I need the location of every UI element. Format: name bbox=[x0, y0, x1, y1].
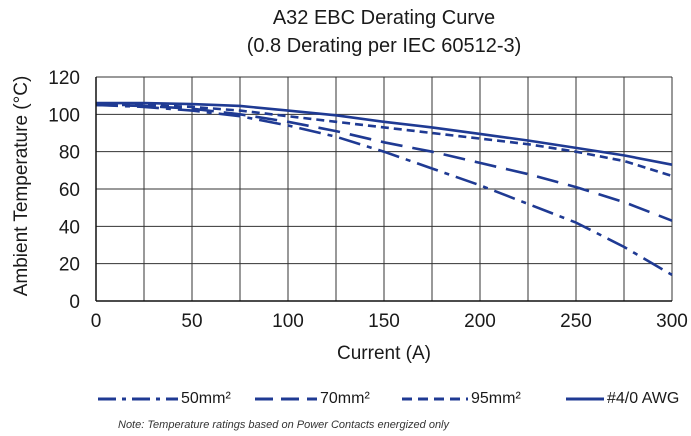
legend-label: 70mm² bbox=[320, 390, 370, 407]
y-tick-label: 60 bbox=[59, 180, 80, 201]
x-tick-label: 250 bbox=[560, 311, 592, 332]
x-tick-label: 50 bbox=[181, 311, 202, 332]
plot-frame bbox=[95, 77, 672, 302]
legend-item-4-0-awg: #4/0 AWG bbox=[566, 386, 679, 412]
y-tick-label: 120 bbox=[48, 68, 80, 89]
legend-swatch-short-dash bbox=[402, 397, 468, 401]
chart-title: A32 EBC Derating Curve bbox=[272, 7, 496, 29]
x-axis-label: Current (A) bbox=[337, 343, 431, 364]
y-tick-label: 80 bbox=[59, 143, 80, 164]
x-tick-label: 0 bbox=[91, 311, 102, 332]
x-tick-label: 300 bbox=[656, 311, 688, 332]
series-line-3 bbox=[96, 101, 673, 166]
tick-labels: 0 50 100 150 200 250 300 0 20 40 60 80 100 120 bbox=[48, 68, 688, 332]
legend-item-50mm: 50mm² bbox=[98, 386, 231, 412]
legend-label: 95mm² bbox=[471, 390, 521, 407]
chart-subtitle: (0.8 Derating per IEC 60512-3) bbox=[246, 35, 522, 57]
legend-swatch-long-dash bbox=[255, 397, 317, 401]
legend-swatch-solid bbox=[566, 397, 604, 401]
x-tick-label: 100 bbox=[272, 311, 304, 332]
legend-item-95mm: 95mm² bbox=[402, 386, 521, 412]
y-tick-label: 40 bbox=[59, 217, 80, 238]
legend-label: 50mm² bbox=[181, 390, 231, 407]
x-tick-label: 150 bbox=[368, 311, 400, 332]
legend-item-70mm: 70mm² bbox=[255, 386, 370, 412]
series-line-0 bbox=[95, 103, 673, 277]
series-line-1 bbox=[95, 103, 673, 222]
y-tick-label: 20 bbox=[59, 255, 80, 276]
series-lines bbox=[95, 101, 673, 277]
series-line-2 bbox=[96, 103, 673, 178]
footnote: Note: Temperature ratings based on Power… bbox=[118, 419, 450, 431]
y-tick-label: 0 bbox=[69, 292, 80, 313]
legend: 50mm² 70mm² 95mm² #4/0 AWG bbox=[0, 386, 691, 412]
legend-swatch-dash-dot bbox=[98, 397, 178, 401]
x-tick-label: 200 bbox=[464, 311, 496, 332]
legend-label: #4/0 AWG bbox=[607, 390, 680, 407]
y-axis-label: Ambient Temperature (°C) bbox=[11, 75, 32, 297]
y-tick-label: 100 bbox=[48, 105, 80, 126]
